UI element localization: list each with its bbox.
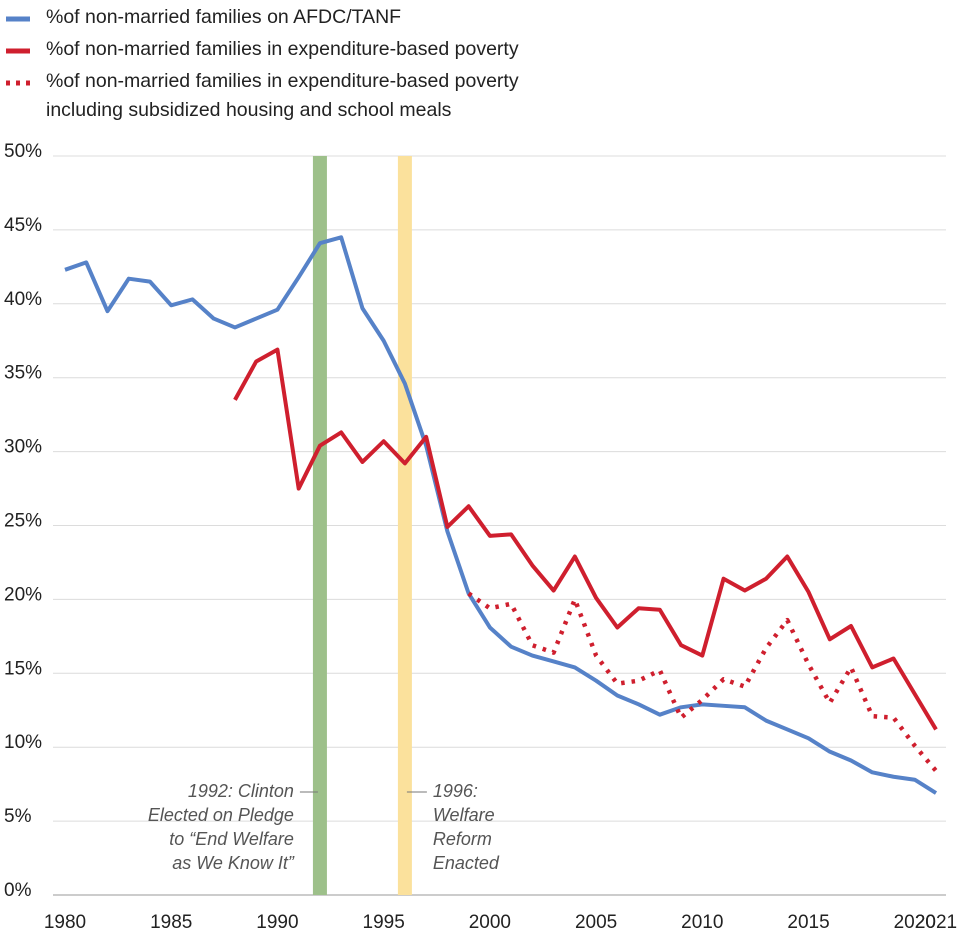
y-tick-label: 0%	[4, 880, 32, 901]
y-tick-label: 40%	[4, 289, 42, 310]
annotation-text: 1992: Clinton	[188, 781, 294, 801]
y-tick-label: 30%	[4, 437, 42, 458]
y-tick-label: 15%	[4, 658, 42, 679]
x-tick-label: 2015	[787, 912, 829, 933]
x-tick-label: 1990	[256, 912, 298, 933]
x-tick-label: 2005	[575, 912, 617, 933]
data-line	[233, 347, 938, 731]
data-line	[467, 591, 938, 773]
x-tick-label: 1995	[363, 912, 405, 933]
legend-swatch	[6, 48, 30, 54]
annotation-text: 1996:	[433, 781, 478, 801]
legend-label: %of non-married families in expenditure-…	[46, 70, 519, 121]
legend-entry: %of non-married families on AFDC/TANF	[0, 3, 586, 32]
legend-entry: %of non-married families in expenditure-…	[0, 67, 586, 125]
y-tick-label: 5%	[4, 806, 32, 827]
y-tick-label: 35%	[4, 363, 42, 384]
legend-label: %of non-married families in expenditure-…	[46, 38, 519, 60]
x-tick-label: 2000	[469, 912, 511, 933]
annotation-text: Elected on Pledge	[148, 805, 294, 825]
x-tick-label: 2021	[915, 912, 957, 933]
legend: %of non-married families on AFDC/TANF %of…	[0, 0, 620, 125]
legend-entry: %of non-married families in expenditure-…	[0, 35, 586, 64]
legend-label: %of non-married families on AFDC/TANF	[46, 6, 402, 28]
y-tick-label: 10%	[4, 732, 42, 753]
event-band	[397, 156, 412, 895]
x-tick-label: 2020	[894, 912, 936, 933]
annotation-text: Reform	[433, 829, 492, 849]
x-tick-label: 1980	[44, 912, 86, 933]
annotation-text: as We Know It”	[172, 853, 295, 873]
annotation-text: Welfare	[433, 805, 495, 825]
y-tick-label: 20%	[4, 584, 42, 605]
x-tick-label: 2010	[681, 912, 723, 933]
x-tick-label: 1985	[150, 912, 192, 933]
annotation-text: Enacted	[433, 853, 500, 873]
y-tick-label: 50%	[4, 141, 42, 162]
data-line	[64, 235, 938, 795]
legend-swatch	[6, 16, 30, 22]
legend-swatch	[6, 80, 30, 86]
annotation-text: to “End Welfare	[169, 829, 294, 849]
y-tick-label: 25%	[4, 511, 42, 532]
y-tick-label: 45%	[4, 215, 42, 236]
event-band	[312, 156, 327, 895]
